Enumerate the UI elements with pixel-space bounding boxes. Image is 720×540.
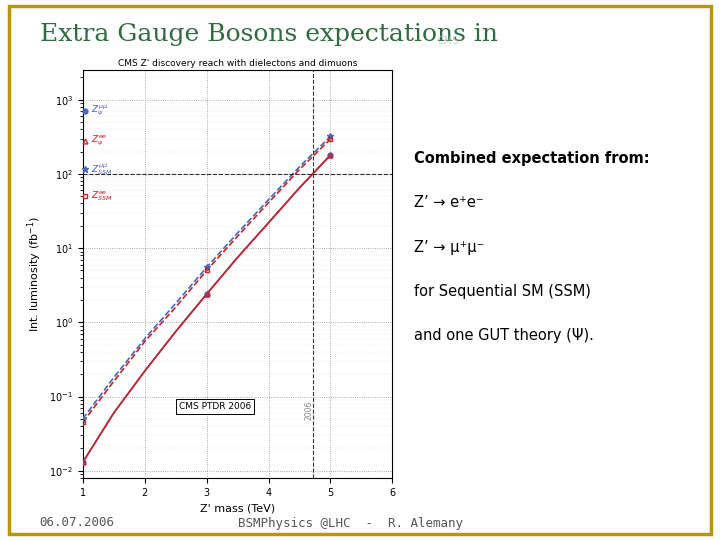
Text: $Z_{SSM}^{ee}$: $Z_{SSM}^{ee}$ <box>91 190 112 203</box>
Y-axis label: Int. luminosity (fb$^{-1}$): Int. luminosity (fb$^{-1}$) <box>25 216 44 332</box>
Text: CMS: CMS <box>438 36 459 46</box>
Text: $Z_\psi^{\mu\mu}$: $Z_\psi^{\mu\mu}$ <box>91 104 108 118</box>
Text: Combined expectation from:: Combined expectation from: <box>414 151 649 166</box>
Text: Z’ → e⁺e⁻: Z’ → e⁺e⁻ <box>414 195 484 211</box>
Text: Extra Gauge Bosons expectations in: Extra Gauge Bosons expectations in <box>40 23 498 46</box>
Text: 06.07.2006: 06.07.2006 <box>40 516 114 530</box>
Text: CMS PTDR 2006: CMS PTDR 2006 <box>179 402 251 411</box>
X-axis label: Z' mass (TeV): Z' mass (TeV) <box>200 503 275 513</box>
Text: and one GUT theory (Ψ).: and one GUT theory (Ψ). <box>414 328 594 343</box>
Text: $Z_{SSM}^{\mu\mu}$: $Z_{SSM}^{\mu\mu}$ <box>91 162 112 177</box>
Title: CMS Z' discovery reach with dielectons and dimuons: CMS Z' discovery reach with dielectons a… <box>118 59 357 68</box>
Text: BSMPhysics @LHC  -  R. Alemany: BSMPhysics @LHC - R. Alemany <box>238 516 463 530</box>
Text: 2006: 2006 <box>305 400 313 420</box>
Text: $Z_\psi^{ee}$: $Z_\psi^{ee}$ <box>91 134 107 148</box>
Text: for Sequential SM (SSM): for Sequential SM (SSM) <box>414 284 591 299</box>
Text: Z’ → μ⁺μ⁻: Z’ → μ⁺μ⁻ <box>414 240 485 255</box>
